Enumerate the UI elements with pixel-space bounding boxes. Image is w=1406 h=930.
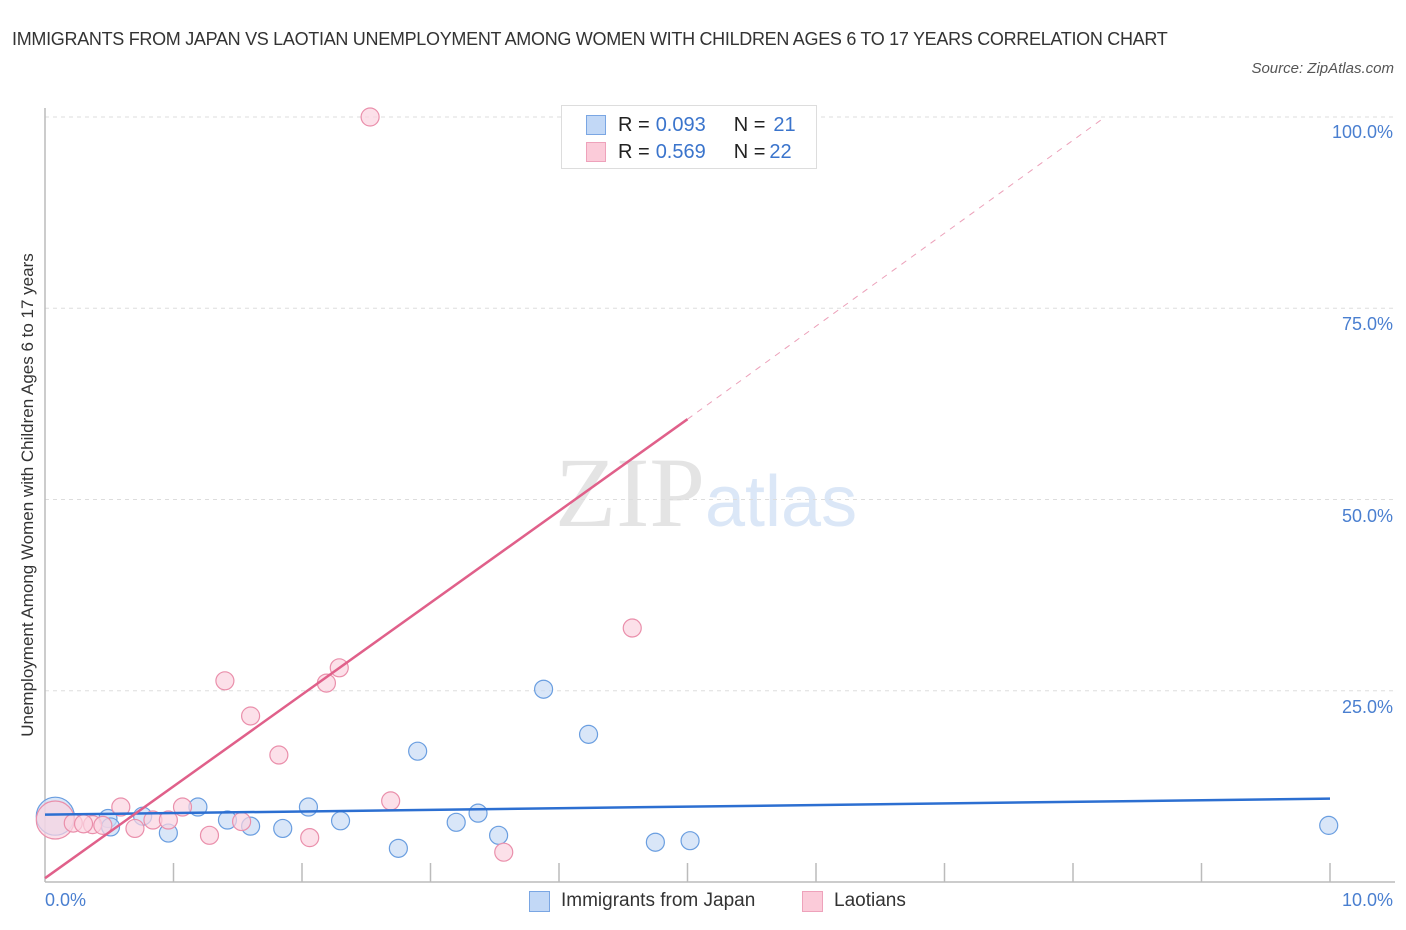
japan-data-point (408, 741, 428, 761)
laotian-data-point (111, 797, 131, 817)
laotian-data-point (360, 107, 380, 127)
japan-data-point (533, 679, 554, 699)
source-label: Source: ZipAtlas.com (1251, 60, 1394, 77)
laotian-data-point (73, 814, 94, 834)
japan-data-point (1319, 815, 1339, 835)
japan-data-point (330, 811, 351, 831)
watermark-atlas: atlas (705, 462, 858, 542)
legend-item-japan[interactable]: Immigrants from Japan (529, 890, 755, 912)
laotian-data-point (269, 745, 289, 765)
japan-data-point (680, 831, 700, 851)
laotian-data-point (381, 791, 401, 811)
laotian-data-point (125, 818, 145, 839)
legend-label: Laotians (834, 890, 906, 911)
r-value: 0.093 (655, 113, 706, 136)
laotian-data-point (494, 842, 514, 862)
n-label: N = (733, 113, 766, 136)
laotian-data-point (622, 618, 642, 638)
laotian-swatch-icon (586, 142, 606, 162)
laotian-data-point (300, 828, 320, 848)
laotian-data-point (172, 797, 193, 817)
japan-swatch-icon (586, 115, 606, 135)
stats-row-laotian: R = 0.569 N = 22 (586, 139, 792, 165)
japan-data-point (388, 838, 408, 858)
laotian-data-point (199, 825, 220, 845)
n-label: N = (733, 140, 766, 163)
japan-data-point (645, 832, 665, 852)
japan-data-point (468, 803, 488, 823)
laotian-swatch-icon (802, 890, 823, 912)
legend-label: Immigrants from Japan (561, 890, 756, 911)
r-label: R = (618, 140, 650, 163)
laotian-data-point (93, 815, 113, 835)
y-tick-100: 100.0% (1331, 122, 1393, 142)
n-value: 22 (769, 140, 792, 163)
laotian-trend-extension (687, 116, 1106, 420)
japan-trend-line (44, 797, 1331, 816)
japan-swatch-icon (529, 890, 550, 912)
y-tick-50: 50.0% (1341, 506, 1393, 526)
stats-legend: R = 0.093 N = 21 R = 0.569 N = 22 (561, 105, 817, 169)
japan-data-point (298, 797, 319, 817)
laotian-data-point (158, 810, 178, 830)
stats-row-japan: R = 0.093 N = 21 (586, 112, 796, 138)
r-label: R = (618, 113, 650, 136)
legend-item-laotians[interactable]: Laotians (802, 890, 906, 912)
japan-data-point (578, 724, 599, 744)
chart-title: IMMIGRANTS FROM JAPAN VS LAOTIAN UNEMPLO… (12, 29, 1168, 49)
laotian-data-point (241, 706, 261, 726)
japan-data-point (446, 812, 466, 832)
japan-data-point (273, 818, 293, 839)
r-value: 0.569 (655, 140, 706, 163)
y-tick-25: 25.0% (1341, 697, 1393, 717)
y-tick-75: 75.0% (1341, 314, 1393, 334)
x-tick-0: 0.0% (45, 890, 87, 910)
n-value: 21 (773, 113, 796, 136)
laotian-trend-line (44, 418, 689, 880)
laotian-data-point (232, 811, 252, 832)
japan-data-point (489, 825, 509, 845)
laotian-data-point (215, 671, 235, 691)
x-tick-10: 10.0% (1341, 890, 1393, 910)
